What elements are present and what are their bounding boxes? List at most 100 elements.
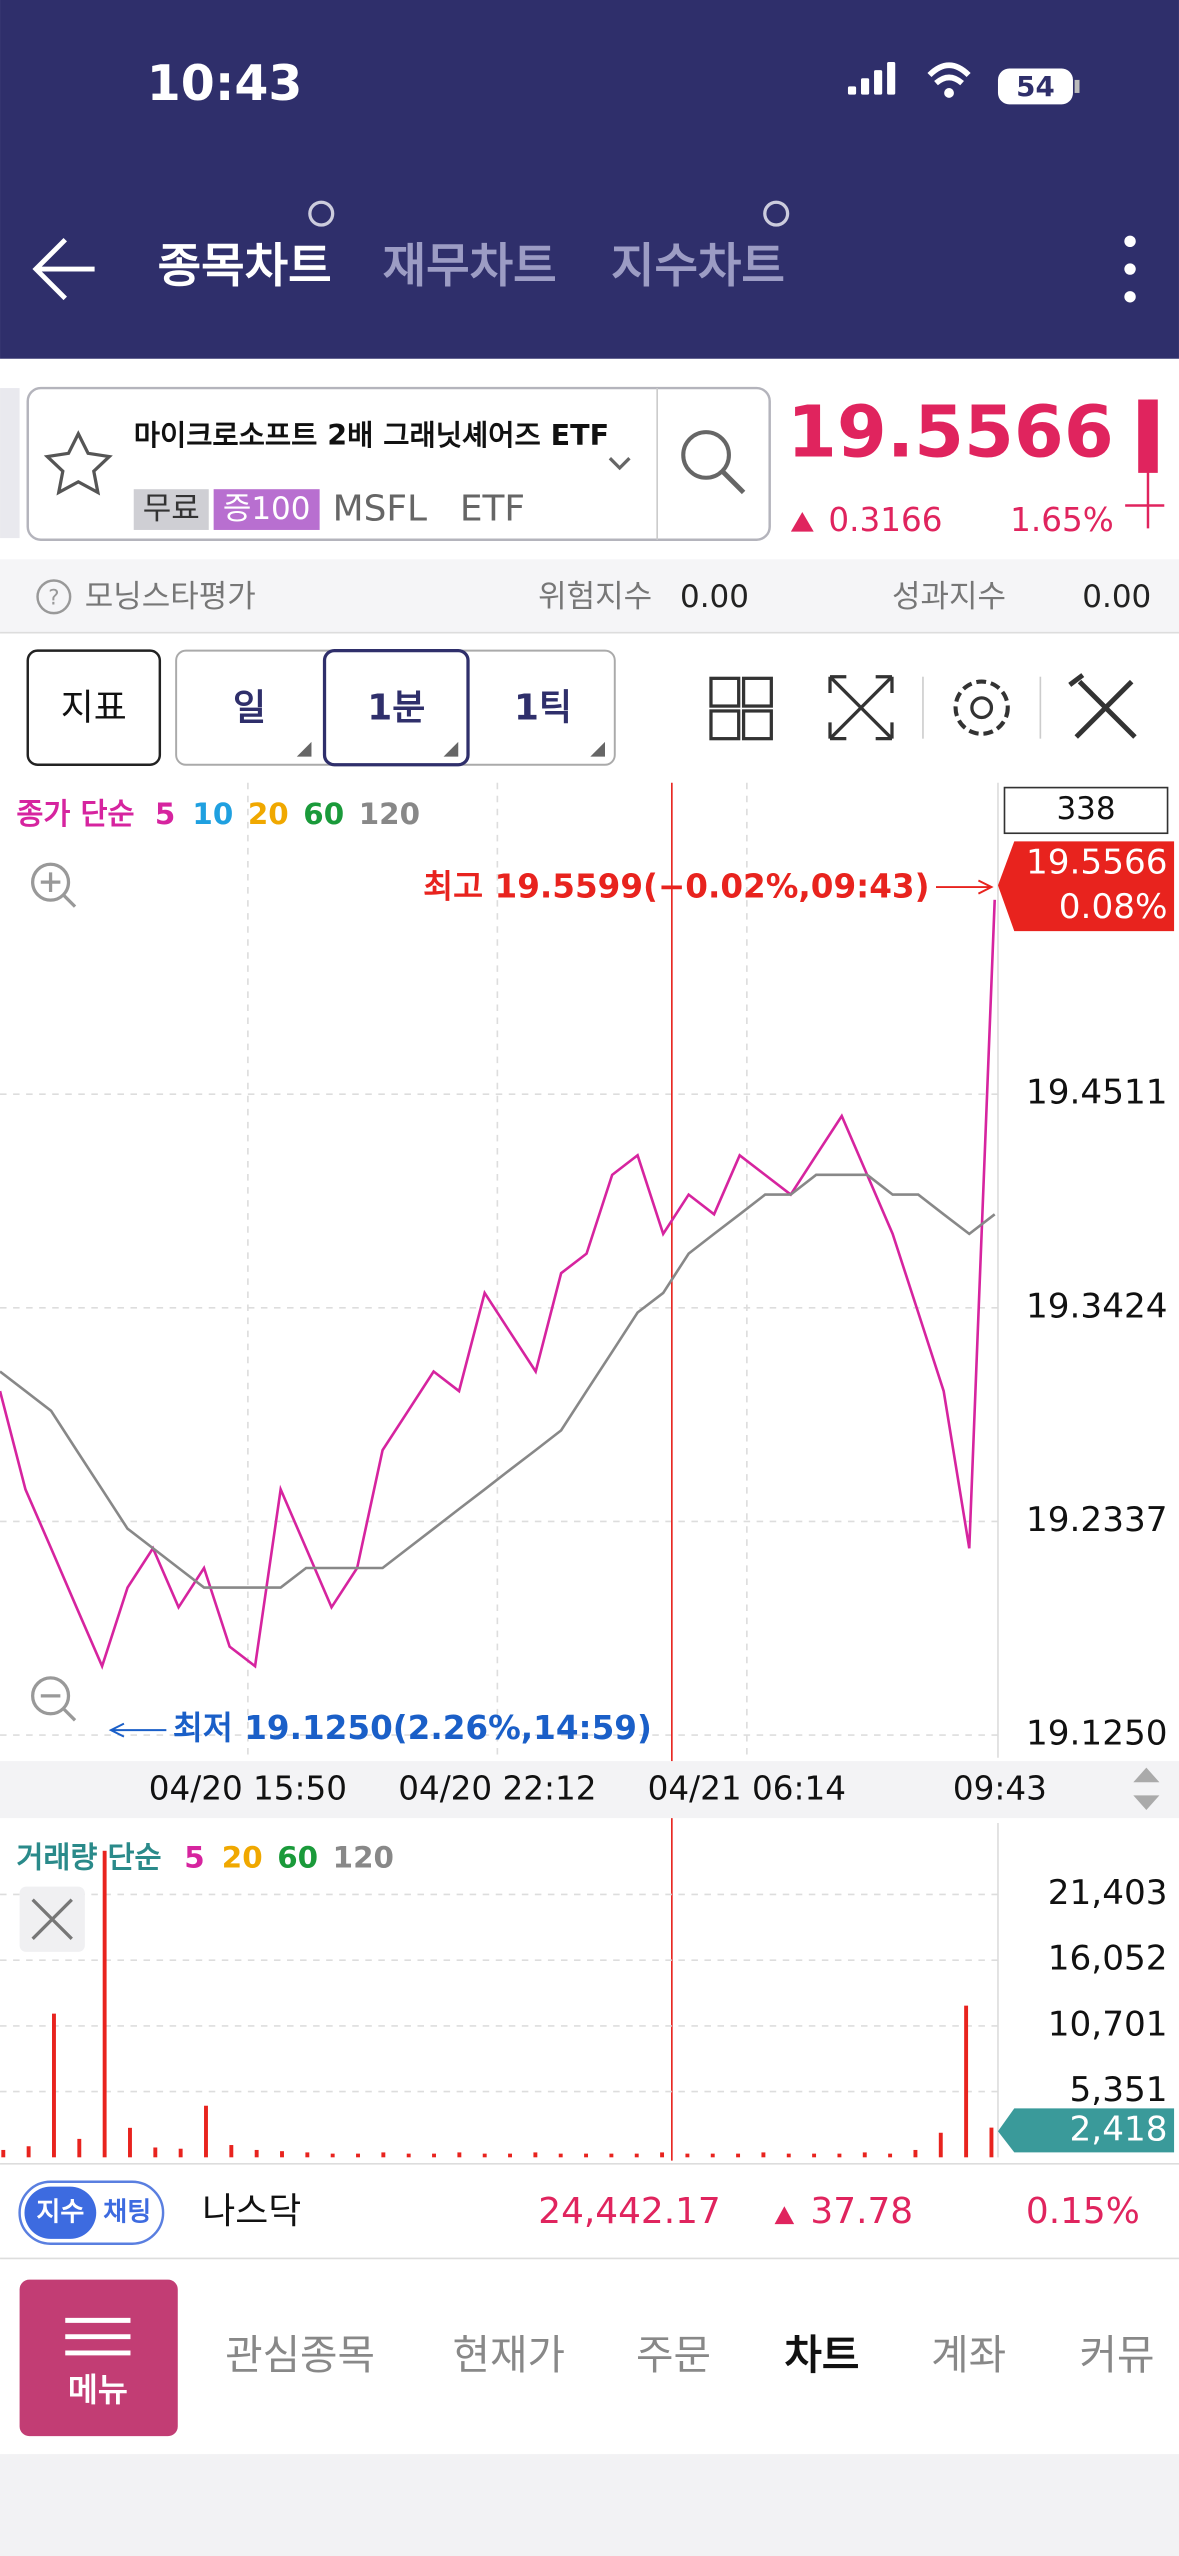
menu-button[interactable] [19, 2279, 178, 2437]
volume-bar [432, 2153, 436, 2158]
legend-title: 거래량 단순 [16, 1840, 161, 1874]
back-button[interactable] [32, 237, 95, 301]
period-option[interactable]: 일 [233, 687, 266, 728]
volume-bar [381, 2152, 386, 2158]
zoom-out-mark [40, 1694, 77, 1722]
signal-bar [847, 86, 857, 95]
price-line [0, 1173, 996, 1589]
tool-gear-hub [970, 696, 994, 720]
indicator-label: 지표 [61, 687, 127, 728]
corner-mark [296, 741, 312, 757]
price-line [0, 899, 997, 1670]
legend-item: 5 [155, 797, 175, 831]
metric-label[interactable]: 모닝스타평가 [85, 579, 256, 615]
signal-bar [860, 78, 870, 95]
y-tick-label: 19.1250 [1026, 1714, 1168, 1754]
y-tick-label: 10,701 [1048, 2004, 1168, 2044]
mini-candle [1138, 399, 1158, 473]
index-tag: 지수 [36, 2197, 84, 2227]
index-pill-on [24, 2186, 97, 2239]
volume-bar [786, 2153, 791, 2158]
nav-bg [0, 2258, 1179, 2455]
high-note: 최고 19.5599(−0.02%,09:43) [423, 868, 929, 906]
search-icon[interactable] [681, 430, 731, 480]
volume-tag-value: 2,418 [1070, 2110, 1168, 2150]
nav-item[interactable]: 현재가 [453, 2331, 565, 2379]
star-icon[interactable] [43, 430, 113, 496]
x-axis-bg [0, 1761, 1179, 1819]
badge: 무료 [143, 491, 200, 527]
nav-item[interactable]: 계좌 [931, 2331, 1006, 2379]
volume-bar [634, 2153, 639, 2158]
metrics-bg [0, 559, 1179, 633]
volume-bar [584, 2153, 589, 2158]
close-icon [31, 1898, 73, 1940]
count: 338 [1056, 791, 1115, 827]
zoom-in[interactable] [31, 862, 71, 902]
nav-item[interactable]: 주문 [636, 2331, 711, 2379]
index-bar-bg [0, 2163, 1179, 2259]
header-bg [0, 0, 1179, 359]
legend-item: 20 [248, 797, 289, 831]
stock-box [26, 386, 771, 541]
nav-item[interactable]: 커뮤 [1080, 2331, 1155, 2379]
volume-bar [989, 2127, 994, 2158]
volume-bar [710, 2153, 715, 2158]
volume-bar [102, 1850, 107, 2158]
volume-bar [280, 2151, 284, 2158]
period-option[interactable]: 1분 [367, 687, 425, 728]
volume-bar [888, 2153, 893, 2158]
volume-bar [837, 2153, 842, 2158]
help-mark: ? [48, 584, 59, 609]
metric-label: 성과지수 [892, 579, 1006, 615]
indicator-button[interactable] [26, 649, 162, 766]
volume-bar [305, 2152, 310, 2158]
tool-gear[interactable] [953, 679, 1010, 736]
legend-item: 60 [277, 1840, 318, 1874]
badge-bg [213, 489, 320, 530]
nav-item[interactable]: 관심종목 [225, 2331, 375, 2379]
header-tab[interactable]: 종목차트 [158, 239, 332, 294]
battery-tip [1074, 79, 1080, 93]
period-option[interactable]: 1틱 [514, 687, 572, 728]
zoom-in-mark [40, 872, 77, 908]
volume-bar [685, 2153, 690, 2158]
period-selected [322, 648, 470, 767]
corner-mark [590, 741, 605, 757]
header-tab[interactable]: 지수차트 [611, 239, 785, 294]
tool-expand[interactable] [828, 675, 894, 741]
search-handle [720, 469, 746, 495]
more-dot[interactable] [1124, 235, 1136, 248]
volume-bar [964, 2005, 969, 2158]
help-icon [36, 579, 72, 615]
legend-item: 120 [359, 797, 420, 831]
current-price: 19.5566 [787, 390, 1114, 474]
zoom-out[interactable] [31, 1676, 71, 1716]
y-tick-label: 5,351 [1070, 2070, 1168, 2110]
stock-name: 마이크로소프트 2배 그래닛셰어즈 ETF [134, 419, 609, 452]
left-handle [0, 388, 20, 539]
tool-grid [741, 676, 773, 708]
legend-item: 60 [303, 797, 344, 831]
name-chevron [608, 457, 631, 471]
volume-bar [558, 2153, 563, 2158]
low-note: 최저 19.1250(2.26%,14:59) [173, 1709, 652, 1747]
more-dot[interactable] [1124, 263, 1136, 275]
legend-item: 10 [192, 797, 233, 831]
x-tick-label: 04/21 06:14 [648, 1769, 846, 1807]
volume-bar [254, 2149, 259, 2158]
tool-grid[interactable] [709, 676, 741, 708]
more-dot[interactable] [1124, 291, 1136, 303]
nav-item[interactable]: 차트 [784, 2331, 859, 2379]
volume-bar [204, 2105, 208, 2158]
badge: 증100 [223, 491, 311, 527]
wifi-dot [944, 88, 954, 98]
signal-bar [874, 70, 883, 95]
tool-grid [741, 709, 773, 741]
volume-bar [508, 2153, 512, 2158]
volume-bar [77, 2138, 82, 2158]
header-tab[interactable]: 재무차트 [383, 239, 557, 294]
tool-wrench[interactable] [1068, 673, 1137, 739]
